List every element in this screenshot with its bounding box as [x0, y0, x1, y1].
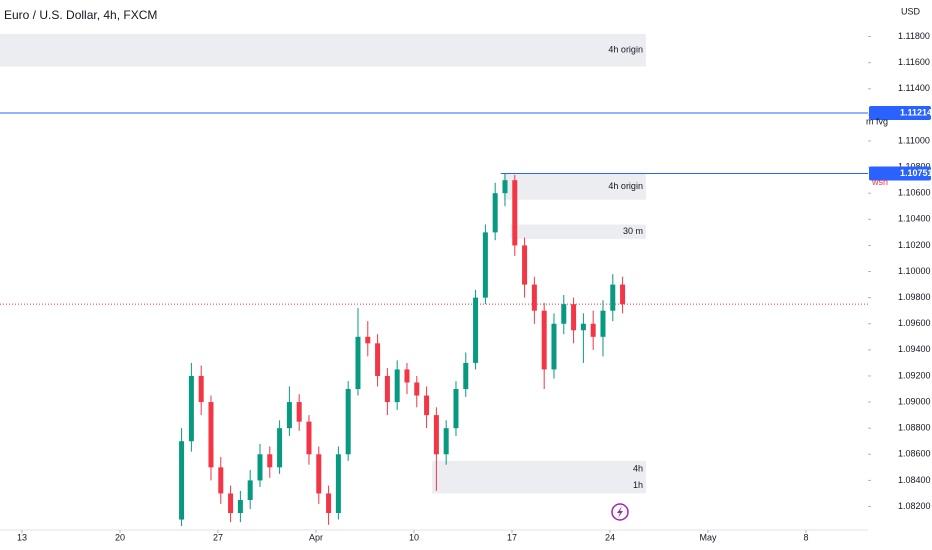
- x-tick-label: 10: [409, 532, 419, 542]
- candle-body: [531, 284, 537, 311]
- candle-body: [306, 421, 312, 455]
- candle-body: [365, 336, 371, 344]
- y-tick-label: 1.08200: [898, 501, 931, 511]
- candle-body: [512, 180, 518, 246]
- candle-body: [571, 304, 577, 331]
- candle-body: [326, 493, 332, 514]
- candle-body: [228, 493, 234, 514]
- candle-body: [600, 310, 606, 337]
- candle-body: [394, 369, 400, 403]
- candle-body: [335, 454, 341, 514]
- x-tick-label: May: [699, 532, 717, 542]
- x-tick-label: 13: [17, 532, 27, 542]
- y-tick-label: 1.10200: [898, 240, 931, 250]
- zone-label: 4h origin: [608, 45, 643, 55]
- candle-body: [384, 375, 390, 403]
- candle-body: [590, 323, 596, 337]
- zone: [503, 173, 646, 200]
- zone: [432, 460, 646, 478]
- candle-body: [267, 454, 273, 468]
- y-tick-label: 1.09400: [898, 344, 931, 354]
- price-line-note: wsh: [871, 177, 888, 187]
- candle-body: [522, 245, 528, 285]
- x-tick-label: 20: [115, 532, 125, 542]
- candle-body: [257, 454, 263, 481]
- y-tick-label: 1.08800: [898, 423, 931, 433]
- candle-body: [580, 323, 586, 331]
- y-tick-label: 1.11800: [898, 31, 930, 41]
- candle-body: [463, 362, 469, 390]
- zone-label: 30 m: [623, 226, 643, 236]
- alert-icon[interactable]: [611, 503, 629, 521]
- candle-body: [620, 284, 626, 305]
- candle-body: [355, 336, 361, 390]
- x-tick-label: Apr: [309, 532, 323, 542]
- y-tick-label: 1.11400: [898, 83, 930, 93]
- candle-body: [375, 343, 381, 376]
- candle-body: [414, 382, 420, 396]
- chart-title: Euro / U.S. Dollar, 4h, FXCM: [4, 8, 157, 22]
- candle-body: [473, 297, 479, 363]
- currency-label: USD: [901, 6, 921, 16]
- candle-body: [218, 467, 224, 494]
- y-tick-label: 1.11600: [898, 57, 930, 67]
- candle-body: [286, 402, 292, 429]
- candle-body: [296, 402, 302, 422]
- candle-body: [541, 310, 547, 370]
- candle-body: [237, 499, 243, 514]
- price-label-box: [869, 106, 931, 121]
- candle-body: [551, 323, 557, 370]
- candle-body: [277, 428, 283, 468]
- candle-body: [345, 389, 351, 455]
- price-label: 1.10751: [900, 168, 932, 178]
- y-tick-label: 1.10000: [898, 266, 931, 276]
- y-tick-label: 1.08400: [898, 475, 931, 485]
- y-tick-label: 1.09800: [898, 292, 931, 302]
- candle-body: [404, 369, 410, 383]
- candle-body: [316, 454, 322, 494]
- candle-body: [502, 180, 508, 194]
- y-tick-label: 1.08600: [898, 449, 931, 459]
- y-tick-label: 1.09600: [898, 318, 931, 328]
- candle-body: [424, 395, 430, 416]
- x-tick-label: 27: [213, 532, 223, 542]
- candle-body: [179, 441, 185, 520]
- y-tick-label: 1.11000: [898, 135, 930, 145]
- zone: [510, 224, 646, 239]
- zone-label: 4h origin: [608, 181, 643, 191]
- y-tick-label: 1.09000: [898, 396, 931, 406]
- y-tick-label: 1.10400: [898, 214, 931, 224]
- zone: [432, 477, 646, 494]
- zone-label: 1h: [633, 480, 643, 490]
- candle-body: [610, 284, 616, 311]
- candle-body: [492, 193, 498, 233]
- candle-body: [208, 402, 214, 468]
- price-line-note: m fvg: [866, 116, 888, 126]
- candle-body: [247, 480, 253, 500]
- candle-body: [198, 375, 204, 403]
- candle-body: [482, 232, 488, 298]
- y-tick-label: 1.09200: [898, 370, 931, 380]
- candle-body: [443, 428, 449, 455]
- candle-body: [188, 375, 194, 442]
- candle-body: [433, 415, 439, 455]
- x-tick-label: 24: [605, 532, 615, 542]
- x-tick-label: 17: [507, 532, 517, 542]
- price-label-box: [869, 166, 931, 181]
- price-label: 1.11214: [900, 107, 932, 117]
- candle-body: [453, 389, 459, 429]
- y-tick-label: 1.10800: [898, 161, 931, 171]
- zone: [0, 33, 646, 67]
- candle-body: [561, 304, 567, 324]
- x-tick-label: 8: [803, 532, 808, 542]
- zone-label: 4h: [633, 464, 643, 474]
- y-tick-label: 1.10600: [898, 188, 931, 198]
